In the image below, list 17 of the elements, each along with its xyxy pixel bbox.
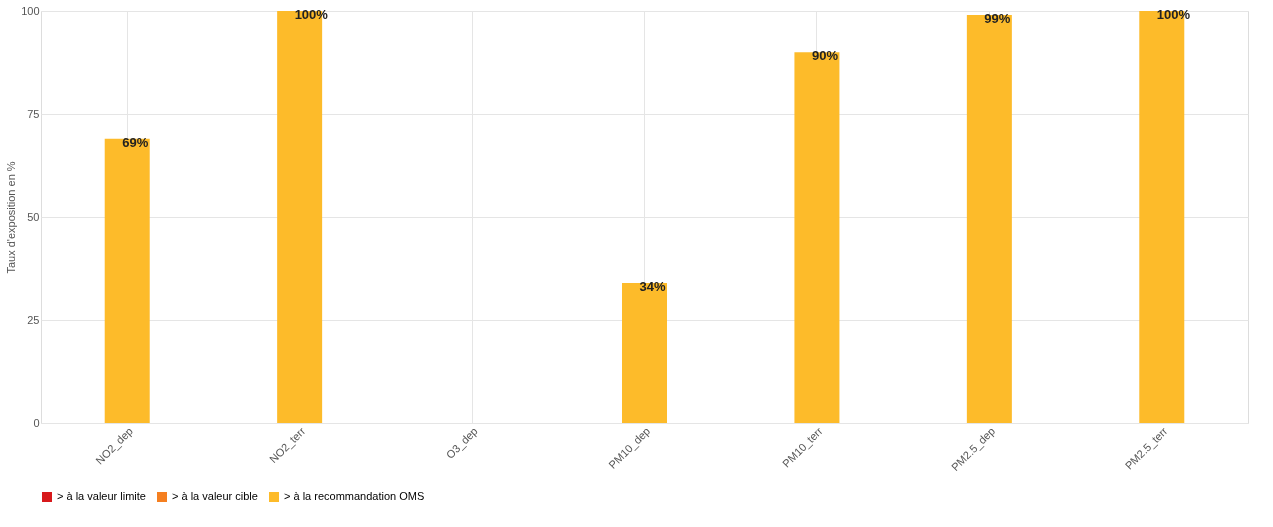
y-tick-label: 25 bbox=[27, 313, 40, 326]
bar bbox=[104, 138, 150, 423]
y-tick-label: 0 bbox=[33, 416, 40, 429]
y-tick-label: 100 bbox=[21, 4, 40, 17]
y-tick-label: 75 bbox=[27, 107, 40, 120]
bar bbox=[966, 15, 1012, 423]
bar bbox=[622, 282, 667, 423]
bar bbox=[794, 52, 840, 423]
legend-label: > à la recommandation OMS bbox=[284, 490, 425, 502]
legend-label: > à la valeur cible bbox=[172, 490, 258, 502]
legend-label: > à la valeur limite bbox=[57, 490, 146, 502]
data-label: 90% bbox=[811, 48, 839, 64]
data-label: 69% bbox=[122, 134, 149, 150]
y-axis-title: Taux d'exposition en % bbox=[5, 161, 18, 274]
data-label: 34% bbox=[639, 278, 666, 294]
data-label: 99% bbox=[984, 11, 1011, 27]
y-tick-label: 50 bbox=[27, 210, 40, 223]
